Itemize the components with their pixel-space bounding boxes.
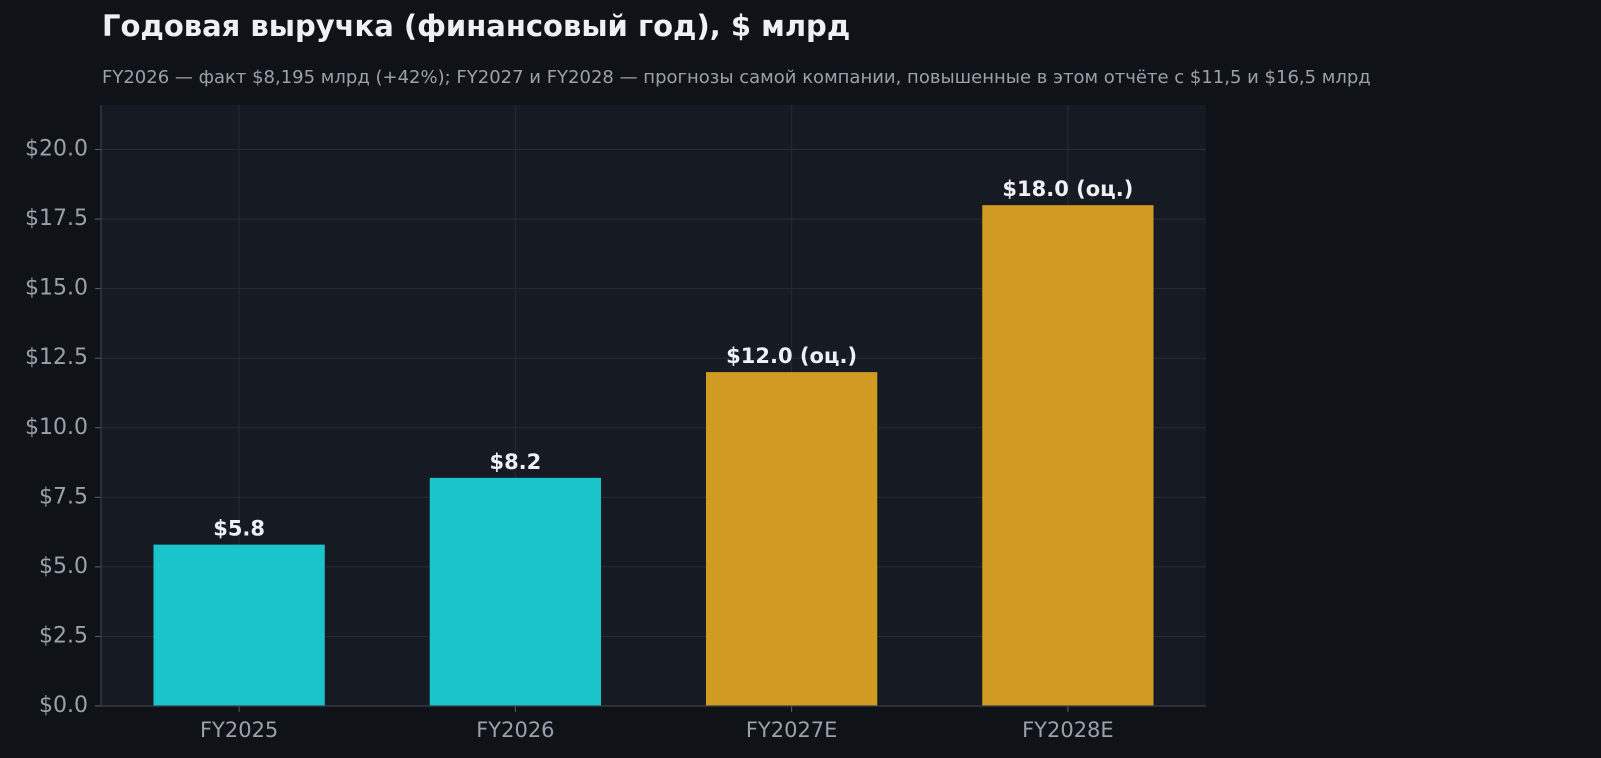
x-tick-label: FY2026 xyxy=(476,718,554,742)
bar xyxy=(153,544,325,706)
bar xyxy=(429,477,602,706)
y-tick-label: $20.0 xyxy=(25,137,88,162)
bar xyxy=(705,372,878,706)
x-tick-label: FY2025 xyxy=(200,718,278,742)
y-tick-label: $17.5 xyxy=(25,206,88,231)
y-tick-label: $7.5 xyxy=(39,484,88,509)
y-tick-label: $5.0 xyxy=(39,554,88,579)
chart-subtitle: FY2026 — факт $8,195 млрд (+42%); FY2027… xyxy=(102,67,1371,88)
bar-value-label: $5.8 xyxy=(213,517,265,541)
bar-value-label: $12.0 (оц.) xyxy=(726,344,857,368)
bar xyxy=(982,205,1154,706)
x-tick-label: FY2027E xyxy=(746,718,838,742)
bar-value-label: $8.2 xyxy=(489,450,541,474)
y-tick-label: $2.5 xyxy=(39,623,88,648)
y-tick-label: $15.0 xyxy=(25,276,88,301)
y-tick-label: $0.0 xyxy=(39,693,88,718)
bar-value-label: $18.0 (оц.) xyxy=(1002,177,1133,201)
y-tick-label: $12.5 xyxy=(25,345,88,370)
x-tick-label: FY2028E xyxy=(1022,718,1114,742)
y-tick-label: $10.0 xyxy=(25,415,88,440)
chart-title: Годовая выручка (финансовый год), $ млрд xyxy=(102,9,850,43)
